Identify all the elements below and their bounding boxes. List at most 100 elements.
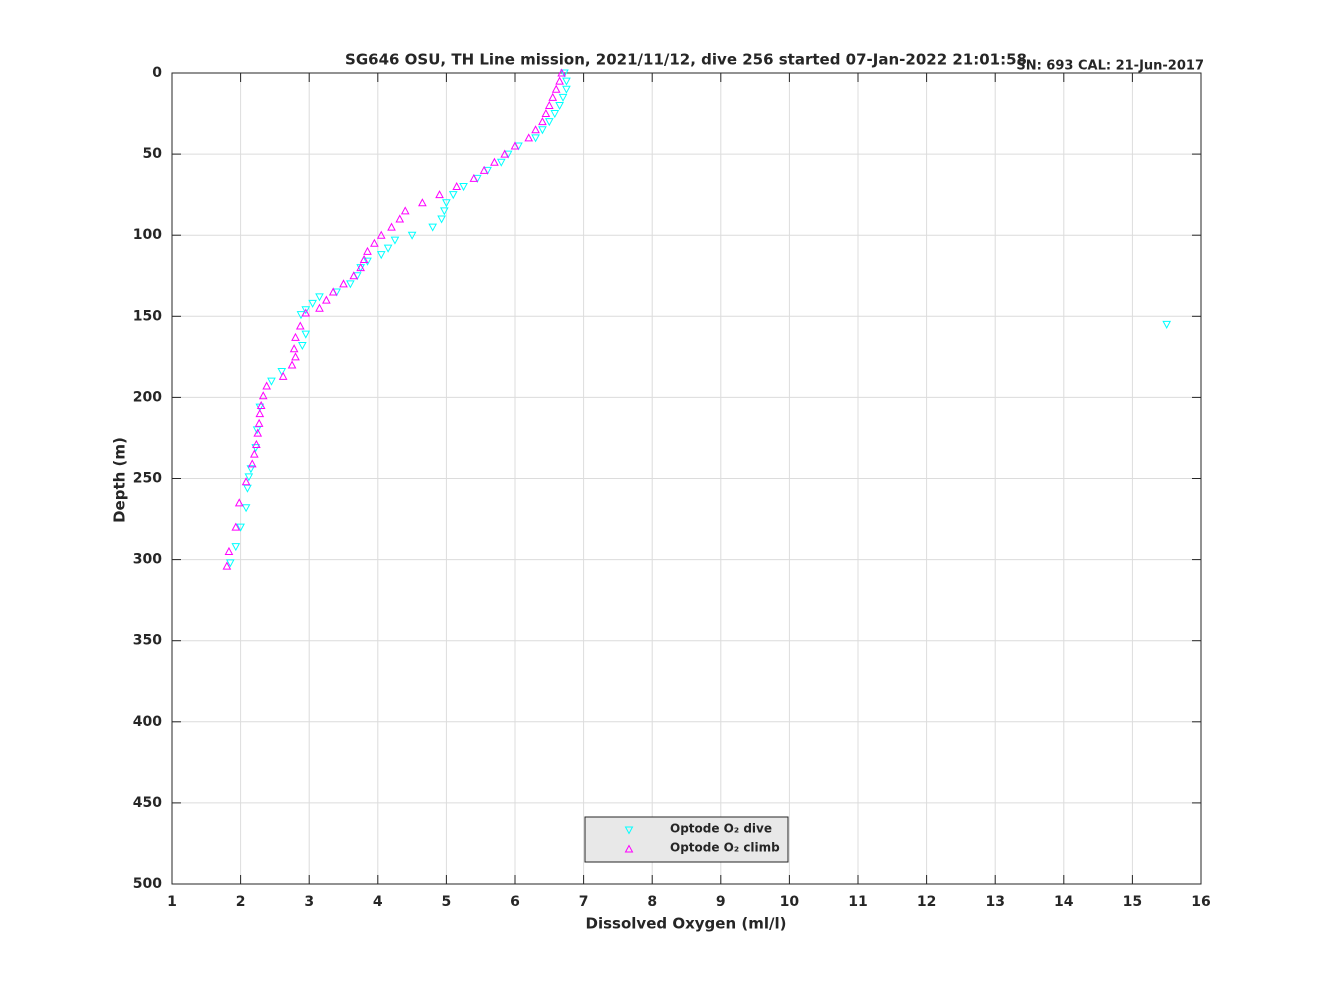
marker <box>356 263 365 272</box>
marker <box>538 126 547 135</box>
marker <box>231 522 241 531</box>
marker <box>395 214 405 223</box>
legend-box <box>584 816 789 863</box>
marker <box>224 546 234 555</box>
marker <box>510 141 520 150</box>
x-tick-label: 11 <box>848 894 867 910</box>
marker <box>538 117 547 126</box>
x-tick-label: 6 <box>510 894 520 910</box>
marker <box>555 76 564 85</box>
marker <box>241 504 251 513</box>
marker <box>291 352 300 361</box>
marker <box>277 367 287 377</box>
x-tick-label: 15 <box>1123 894 1142 910</box>
marker <box>249 449 259 458</box>
marker <box>258 391 268 400</box>
y-tick-label: 500 <box>133 876 162 892</box>
marker <box>544 118 554 127</box>
marker <box>255 409 265 418</box>
marker <box>328 287 338 296</box>
marker <box>298 341 307 351</box>
x-tick-label: 9 <box>716 894 726 910</box>
marker <box>241 477 251 486</box>
marker <box>544 100 554 109</box>
legend-label: Optode O₂ climb <box>670 841 780 855</box>
marker <box>225 559 235 568</box>
marker <box>440 207 449 216</box>
legend-marker <box>624 826 634 835</box>
marker <box>301 306 311 315</box>
marker <box>295 321 305 330</box>
chart-title: SG646 OSU, TH Line mission, 2021/11/12, … <box>345 51 1027 69</box>
marker <box>262 381 272 390</box>
x-tick-label: 5 <box>442 894 452 910</box>
marker <box>363 257 372 266</box>
marker <box>322 295 331 304</box>
marker <box>557 68 566 77</box>
marker <box>222 561 232 570</box>
x-tick-label: 16 <box>1191 894 1210 910</box>
marker <box>531 134 540 143</box>
marker <box>459 183 468 192</box>
marker <box>301 308 311 317</box>
x-tick-label: 10 <box>780 894 800 910</box>
marker <box>252 439 261 448</box>
x-tick-label: 2 <box>236 894 246 910</box>
marker <box>560 69 569 78</box>
marker <box>339 279 348 288</box>
y-tick-label: 100 <box>133 227 162 243</box>
marker <box>387 222 396 231</box>
x-tick-label: 13 <box>985 894 1004 910</box>
marker <box>555 101 564 110</box>
marker <box>253 428 263 437</box>
marker <box>244 473 254 482</box>
y-tick-label: 450 <box>133 795 162 811</box>
marker <box>442 199 451 208</box>
marker <box>390 236 400 245</box>
x-tick-label: 14 <box>1054 894 1074 910</box>
marker <box>418 198 427 207</box>
y-tick-label: 350 <box>133 633 162 649</box>
marker <box>315 293 324 302</box>
marker <box>548 92 558 101</box>
x-tick-label: 1 <box>167 894 177 910</box>
legend-marker <box>624 844 634 853</box>
y-tick-label: 50 <box>143 146 163 162</box>
marker <box>376 251 386 260</box>
y-tick-label: 300 <box>133 552 162 568</box>
y-tick-label: 0 <box>152 65 162 81</box>
marker <box>234 498 244 507</box>
marker <box>376 230 386 239</box>
marker <box>400 206 410 215</box>
marker <box>278 371 288 380</box>
marker <box>370 238 379 247</box>
annotation: SN: 693 CAL: 21-Jun-2017 <box>1016 59 1204 74</box>
marker <box>435 190 444 199</box>
marker <box>531 125 540 134</box>
x-tick-label: 7 <box>579 894 589 910</box>
plot-frame <box>171 72 1202 885</box>
y-axis-label: Depth (m) <box>111 437 129 523</box>
marker <box>437 215 446 224</box>
y-tick-label: 400 <box>133 714 162 730</box>
y-tick-label: 200 <box>133 389 162 405</box>
marker <box>490 157 499 166</box>
x-tick-label: 8 <box>647 894 657 910</box>
marker <box>452 181 462 191</box>
marker <box>428 223 438 232</box>
marker <box>291 332 300 341</box>
marker <box>254 418 264 427</box>
marker <box>346 280 355 289</box>
marker <box>496 158 506 167</box>
marker <box>363 246 372 255</box>
x-tick-label: 3 <box>304 894 314 910</box>
marker <box>289 344 299 353</box>
marker <box>562 85 571 94</box>
marker <box>1162 320 1172 329</box>
marker <box>256 400 266 410</box>
marker <box>524 133 534 142</box>
marker <box>558 93 568 102</box>
marker <box>562 77 571 86</box>
marker <box>287 360 297 369</box>
marker <box>246 465 256 474</box>
